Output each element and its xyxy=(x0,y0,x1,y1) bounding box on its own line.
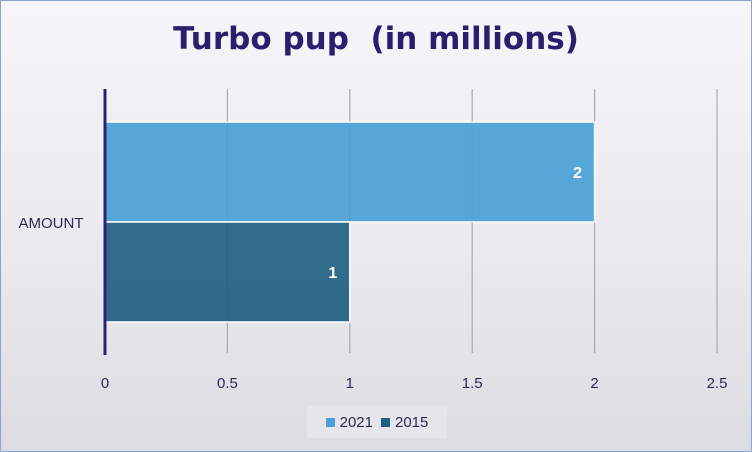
x-axis-ticks: 0 0.5 1 1.5 2 2.5 xyxy=(101,375,728,392)
legend-item-2015: 2015 xyxy=(381,414,428,431)
x-tick-label: 2.5 xyxy=(707,375,728,392)
legend-label-2021: 2021 xyxy=(339,413,373,431)
data-label-2015: 1 xyxy=(328,265,337,282)
legend-swatch-2021 xyxy=(325,417,335,427)
x-tick-label: 1 xyxy=(346,375,354,392)
x-tick-label: 0.5 xyxy=(217,375,238,392)
x-tick-label: 0 xyxy=(101,375,109,392)
legend: 2021 2015 xyxy=(307,406,447,438)
x-tick-label: 2 xyxy=(590,375,598,392)
category-label: AMOUNT xyxy=(19,215,84,232)
y-axis-categories: AMOUNT xyxy=(19,215,84,232)
legend-item-2021: 2021 xyxy=(325,413,373,431)
bars xyxy=(104,121,596,323)
data-labels: 21 xyxy=(328,165,582,282)
x-tick-label: 1.5 xyxy=(462,375,483,392)
bar-2015 xyxy=(104,221,351,323)
data-label-2021: 2 xyxy=(573,165,582,182)
legend-label-2015: 2015 xyxy=(395,413,429,431)
legend-swatch-2015 xyxy=(381,417,390,427)
chart-title: Turbo pup (in millions) xyxy=(173,21,579,57)
bar-2021 xyxy=(104,121,596,223)
